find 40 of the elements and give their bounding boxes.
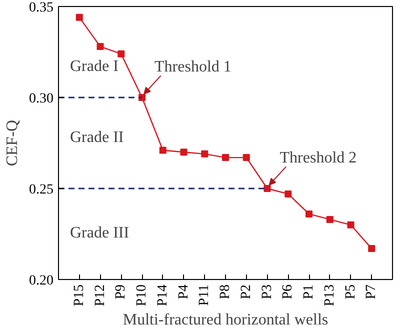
y-axis-title: CEF-Q: [4, 119, 21, 166]
point: [180, 148, 188, 156]
x-tick-label: P11: [197, 284, 212, 306]
point: [201, 150, 208, 158]
y-tick-label: 0.35: [29, 0, 54, 16]
x-axis-title: Multi-fractured horizontal wells: [122, 311, 328, 328]
x-tick-label: P4: [176, 284, 192, 300]
x-tick-label: P8: [218, 284, 233, 300]
x-tick-label: P14: [155, 284, 170, 306]
annotation: Threshold 2: [280, 150, 357, 167]
annotation: Grade I: [70, 58, 118, 76]
annotation: Threshold 1: [154, 58, 232, 76]
y-tick-label: 0.20: [29, 274, 54, 288]
point: [264, 185, 271, 192]
annotation: Grade II: [70, 129, 124, 146]
point: [306, 210, 312, 218]
x-tick-label: P1: [302, 284, 316, 300]
x-tick-label: P12: [92, 284, 108, 306]
point: [96, 43, 104, 50]
x-tick-label: P7: [364, 284, 380, 300]
point: [76, 14, 83, 21]
x-tick-label: P5: [343, 284, 358, 300]
x-tick-label: P2: [238, 284, 254, 300]
point: [159, 146, 166, 154]
point: [242, 154, 250, 162]
point: [222, 154, 229, 162]
x-tick-label: P15: [72, 284, 87, 306]
point: [326, 216, 334, 223]
point: [284, 190, 292, 198]
point: [347, 221, 354, 228]
x-tick-label: P10: [134, 284, 150, 306]
y-tick-label: 0.30: [29, 92, 54, 106]
point: [368, 245, 376, 252]
point: [118, 50, 125, 58]
y-tick-label: 0.25: [29, 182, 54, 198]
x-tick-label: P13: [322, 284, 338, 306]
x-tick-label: P3: [260, 284, 275, 300]
annotation: Grade III: [70, 224, 130, 242]
x-tick-label: P9: [114, 284, 129, 300]
x-tick-label: P6: [280, 284, 296, 300]
